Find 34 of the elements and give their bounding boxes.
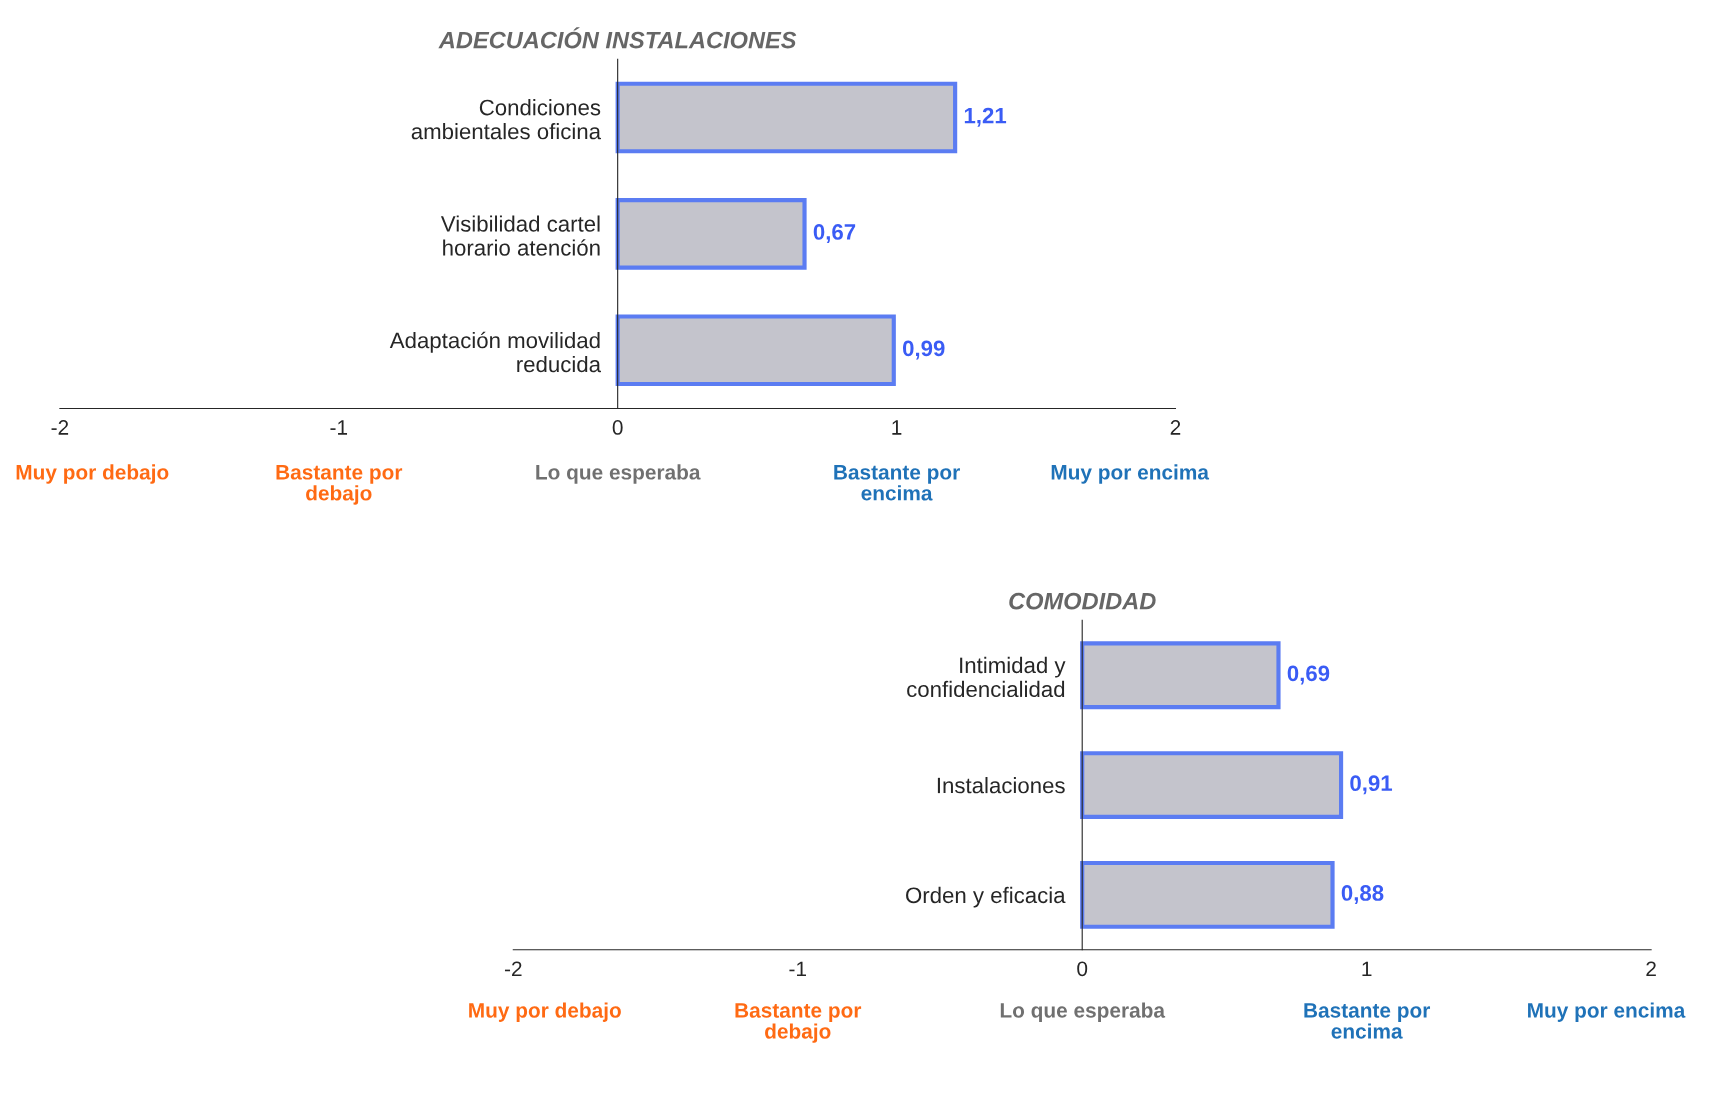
x-tick-label: -2	[51, 420, 69, 435]
text: Lo que esperaba	[1000, 1002, 1166, 1022]
text: Lo que esperaba	[536, 464, 701, 484]
x-tick-label: -1	[330, 420, 348, 435]
chart-title: COMODIDAD	[1009, 592, 1156, 610]
x-tick-label: 2	[1170, 420, 1181, 435]
data-label: 0,99	[902, 340, 945, 360]
text: Muy por debajo	[16, 464, 169, 484]
x-tick-label: 2	[1646, 961, 1656, 976]
text: Bastante por encima	[1304, 1003, 1431, 1039]
text: Bastante por encima	[834, 465, 960, 501]
x-tick-label: 1	[1362, 961, 1372, 976]
text: Muy por debajo	[469, 1002, 621, 1022]
data-label: 1,21	[964, 107, 1007, 127]
x-tick-label: -2	[504, 961, 522, 976]
text: Muy por encima	[1528, 1002, 1686, 1022]
text: Muy por encima	[1051, 464, 1210, 484]
y-tick-label: Condiciones ambientales oficina	[411, 99, 602, 140]
y-tick-label: Intimidad y confidencialidad	[907, 656, 1066, 698]
text: Bastante por debajo	[276, 465, 403, 505]
y-tick-label: Visibilidad cartel horario atención	[440, 215, 600, 256]
text: Bastante por debajo	[735, 1003, 862, 1043]
y-tick-label: Adaptación movilidad reducida	[389, 331, 602, 373]
x-tick-label: 0	[612, 420, 623, 435]
data-label: 0,88	[1341, 885, 1384, 905]
y-tick-label: Instalaciones	[937, 777, 1065, 794]
x-tick-label: 1	[892, 420, 902, 435]
y-tick-label: Orden y eficacia	[906, 886, 1066, 908]
x-tick-label: -1	[789, 961, 806, 976]
data-label: 0,69	[1287, 665, 1330, 685]
data-label: 0,91	[1350, 775, 1393, 795]
chart-title: ADECUACIÓN INSTALACIONES	[438, 27, 797, 49]
x-tick-label: 0	[1077, 961, 1088, 977]
data-label: 0,67	[813, 224, 856, 244]
